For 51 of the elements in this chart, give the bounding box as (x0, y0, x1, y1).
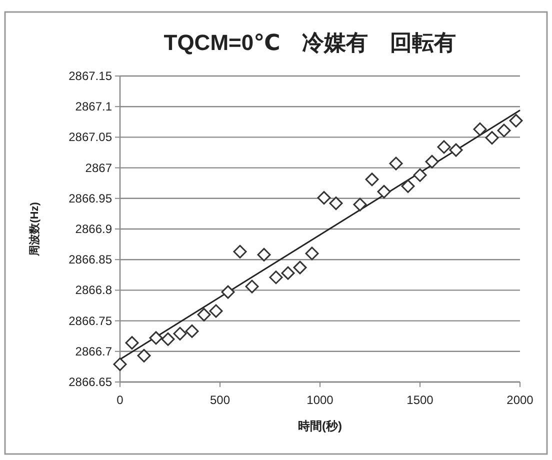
point (113, 358, 127, 371)
x-tick-label: 1000 (306, 393, 334, 407)
point (437, 140, 451, 154)
point (509, 114, 523, 128)
point (257, 248, 271, 262)
y-tick-label: 2866.9 (75, 222, 112, 236)
point (209, 304, 223, 318)
point (185, 324, 199, 338)
point (305, 246, 319, 260)
point (473, 122, 487, 136)
y-tick-label: 2866.7 (75, 344, 112, 358)
point (221, 285, 235, 299)
point (197, 308, 211, 322)
point (377, 184, 391, 198)
point (485, 131, 499, 145)
point (365, 172, 379, 186)
point (161, 332, 175, 346)
point (353, 198, 367, 212)
y-tick-label: 2867.15 (68, 69, 112, 83)
y-tick-label: 2866.85 (68, 252, 112, 267)
y-tick-label: 2866.8 (75, 283, 112, 298)
x-tick-label: 2000 (506, 393, 534, 407)
point (389, 156, 403, 170)
point (269, 270, 283, 284)
y-tick-label: 2866.65 (68, 375, 112, 389)
y-tick-label: 2867.1 (75, 100, 112, 114)
x-tick-label: 1500 (406, 393, 434, 407)
point (425, 154, 439, 168)
point (125, 336, 139, 350)
point (449, 143, 463, 157)
point (293, 260, 307, 274)
point (173, 326, 187, 340)
point (245, 280, 259, 294)
point (413, 168, 427, 182)
point (149, 331, 163, 345)
x-tick-label: 0 (116, 393, 124, 407)
point (137, 348, 151, 362)
point (317, 191, 331, 205)
y-tick-label: 2866.75 (68, 314, 112, 328)
point (497, 124, 511, 138)
y-tick-label: 2867.05 (68, 130, 112, 144)
chart-title: TQCM=0℃ 冷媒有 回転有 (164, 30, 456, 55)
point (233, 244, 247, 258)
y-tick-label: 2866.95 (68, 191, 112, 206)
y-axis-title: 周波数(Hz) (28, 202, 41, 257)
x-tick-label: 500 (210, 393, 230, 407)
point (401, 179, 415, 193)
point (281, 266, 295, 280)
y-tick-label: 2867 (85, 160, 112, 175)
point (329, 196, 343, 210)
x-axis-title: 時間(秒) (298, 419, 342, 433)
